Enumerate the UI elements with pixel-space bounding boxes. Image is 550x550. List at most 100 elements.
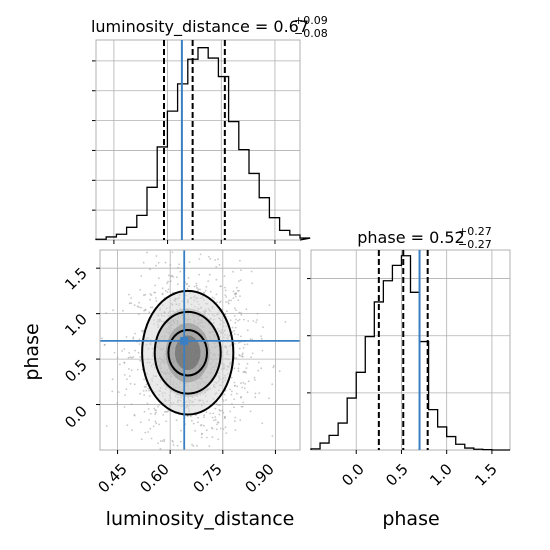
histogram-step-line — [310, 255, 510, 451]
scatter-point — [139, 289, 142, 291]
scatter-point — [214, 418, 217, 421]
scatter-point — [235, 295, 237, 298]
scatter-point — [145, 389, 148, 392]
scatter-point — [271, 383, 274, 386]
scatter-point — [127, 368, 130, 370]
scatter-point — [197, 421, 199, 424]
luminosity-distance-title-sup: +0.09 — [294, 14, 328, 27]
scatter-point — [243, 318, 245, 321]
scatter-point — [169, 280, 172, 283]
scatter-point — [188, 285, 190, 288]
scatter-point — [157, 261, 160, 264]
panel-frame — [310, 249, 511, 451]
scatter-point — [215, 266, 218, 268]
scatter-point — [245, 371, 247, 374]
scatter-point — [128, 293, 130, 296]
scatter-point — [284, 321, 287, 323]
scatter-point — [209, 290, 212, 293]
scatter-point — [250, 270, 253, 273]
scatter-point — [150, 437, 153, 440]
scatter-point — [230, 376, 233, 379]
scatter-point — [178, 263, 181, 266]
scatter-point — [129, 356, 132, 359]
scatter-point — [256, 312, 259, 315]
scatter-point — [139, 359, 142, 362]
scatter-point — [205, 429, 208, 432]
scatter-point — [245, 367, 248, 369]
scatter-point — [203, 424, 205, 427]
scatter-point — [230, 393, 233, 396]
scatter-point — [237, 319, 240, 322]
scatter-point — [186, 287, 189, 290]
scatter-point — [142, 261, 145, 264]
scatter-point — [139, 421, 142, 424]
scatter-point — [215, 428, 218, 431]
scatter-point — [240, 335, 242, 338]
scatter-point — [225, 432, 228, 434]
scatter-point — [208, 273, 211, 276]
scatter-point — [242, 401, 245, 404]
scatter-point — [224, 426, 227, 429]
scatter-point — [207, 280, 210, 282]
scatter-point — [239, 295, 241, 297]
scatter-point — [142, 331, 144, 333]
scatter-point — [138, 301, 141, 304]
scatter-point — [132, 356, 135, 358]
scatter-point — [116, 402, 119, 404]
scatter-point — [254, 396, 257, 399]
scatter-point — [169, 264, 172, 266]
scatter-point — [168, 274, 170, 277]
scatter-point — [217, 258, 219, 261]
scatter-point — [185, 283, 188, 286]
scatter-point — [146, 251, 148, 254]
scatter-point — [237, 299, 240, 302]
scatter-point — [251, 352, 254, 355]
scatter-point — [258, 392, 261, 394]
scatter-point — [242, 381, 245, 384]
scatter-point — [250, 356, 253, 358]
scatter-point — [205, 411, 208, 414]
scatter-point — [147, 431, 150, 433]
scatter-point — [137, 313, 140, 315]
scatter-point — [103, 344, 106, 346]
tick-label-ld-0.90: 0.90 — [241, 460, 277, 496]
scatter-point — [192, 445, 195, 447]
scatter-point — [233, 367, 236, 370]
scatter-point — [215, 403, 218, 405]
scatter-point — [239, 354, 242, 357]
scatter-point — [166, 282, 169, 285]
panel-frame — [95, 39, 301, 241]
scatter-point — [231, 390, 233, 393]
scatter-point — [132, 336, 135, 339]
scatter-point — [219, 427, 222, 430]
scatter-point — [199, 253, 202, 256]
scatter-point — [147, 387, 150, 390]
scatter-point — [238, 341, 240, 344]
scatter-point — [244, 387, 246, 390]
scatter-point — [238, 318, 241, 321]
scatter-point — [148, 419, 151, 421]
scatter-point — [180, 429, 182, 432]
tick-label-ld-0.45: 0.45 — [94, 460, 130, 496]
scatter-point — [122, 309, 124, 312]
scatter-point — [273, 365, 275, 367]
scatter-point — [140, 438, 143, 441]
scatter-point — [195, 284, 198, 287]
scatter-point — [138, 343, 141, 345]
scatter-point — [150, 294, 153, 296]
scatter-point — [260, 337, 263, 340]
scatter-point — [278, 370, 281, 373]
scatter-point — [113, 351, 116, 354]
scatter-point — [133, 304, 136, 306]
scatter-point — [117, 391, 120, 393]
scatter-point — [155, 255, 158, 257]
scatter-point — [191, 419, 193, 422]
scatter-point — [232, 270, 235, 273]
scatter-point — [126, 424, 129, 427]
scatter-point — [154, 413, 156, 415]
scatter-point — [125, 336, 128, 338]
scatter-point — [246, 391, 249, 394]
scatter-point — [155, 297, 157, 299]
scatter-point — [249, 338, 252, 340]
scatter-point — [175, 419, 178, 422]
